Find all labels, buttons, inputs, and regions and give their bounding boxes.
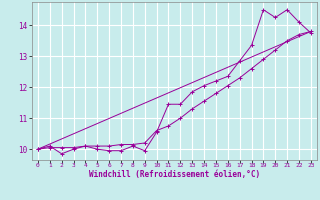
X-axis label: Windchill (Refroidissement éolien,°C): Windchill (Refroidissement éolien,°C) xyxy=(89,170,260,179)
